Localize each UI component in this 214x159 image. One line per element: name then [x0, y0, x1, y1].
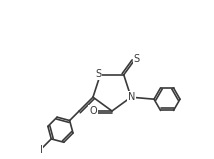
- Text: N: N: [128, 92, 135, 102]
- Text: I: I: [40, 145, 43, 155]
- Text: O: O: [89, 106, 97, 115]
- Text: S: S: [95, 69, 101, 79]
- Text: S: S: [134, 54, 140, 64]
